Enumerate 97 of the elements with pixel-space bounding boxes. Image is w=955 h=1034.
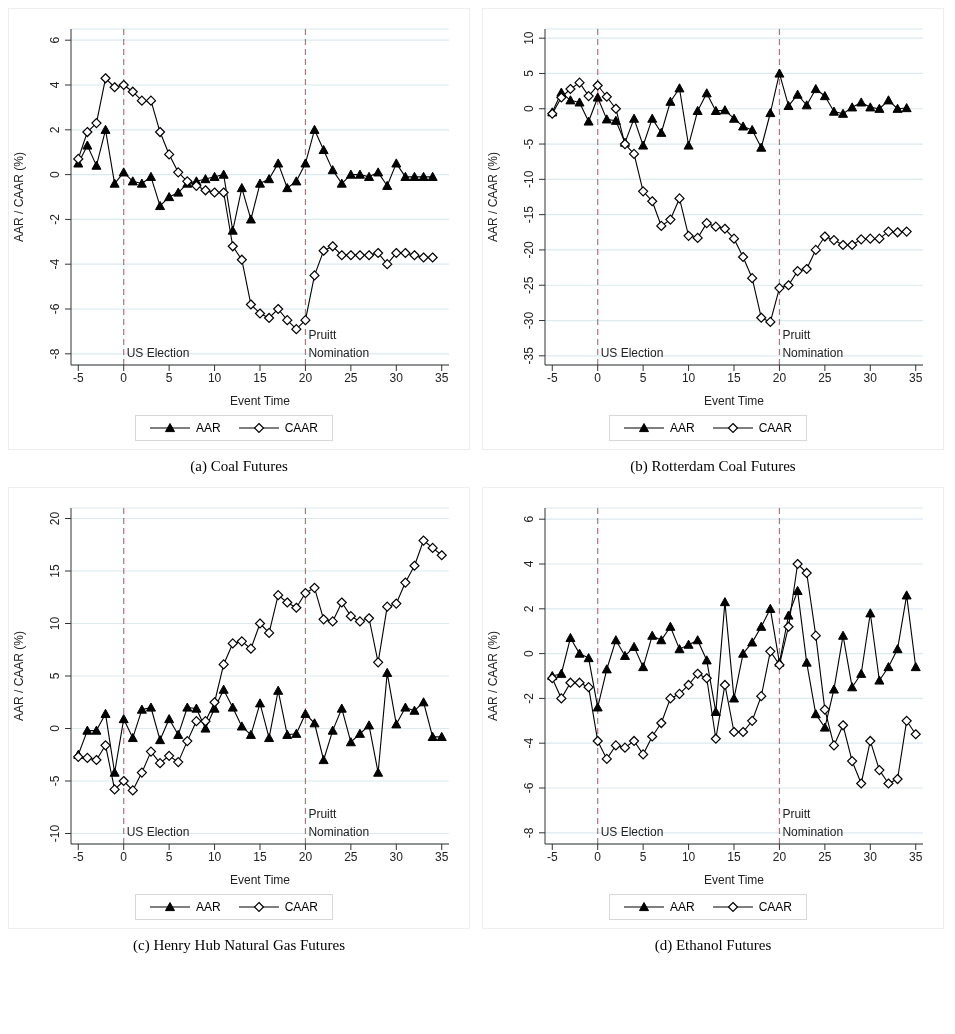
y-tick-label: -30	[522, 311, 536, 330]
y-tick-label: -4	[48, 258, 62, 270]
y-tick-label: -15	[522, 205, 536, 224]
y-tick-label: -10	[522, 170, 536, 189]
x-tick-label: 15	[727, 849, 741, 864]
y-tick-label: -25	[522, 276, 536, 294]
y-axis-title: AAR / CAAR (%)	[12, 630, 27, 722]
x-tick-label: 30	[389, 370, 404, 385]
y-axis-title: AAR / CAAR (%)	[486, 151, 501, 243]
x-tick-label: 10	[681, 370, 696, 385]
x-axis-title: Event Time	[703, 394, 765, 408]
y-tick-label: -2	[522, 692, 536, 704]
ref-line-label: US Election	[600, 346, 664, 360]
x-tick-label: -5	[546, 370, 558, 385]
y-tick-label: -5	[48, 775, 62, 787]
y-tick-label: 2	[48, 126, 62, 134]
x-tick-label: 35	[909, 370, 923, 385]
text: (a) Coal Futures	[189, 458, 289, 475]
x-tick-label: 0	[120, 849, 128, 864]
x-tick-label: 35	[435, 849, 449, 864]
x-axis-title: Event Time	[703, 873, 765, 887]
y-tick-label: 2	[522, 605, 536, 613]
y-tick-label: 4	[522, 560, 536, 568]
legend-label: AAR	[669, 900, 695, 914]
x-tick-label: 25	[818, 849, 832, 864]
y-tick-label: 0	[522, 105, 536, 113]
x-tick-label: 0	[594, 849, 602, 864]
y-tick-label: -8	[522, 827, 536, 839]
x-tick-label: 30	[863, 370, 878, 385]
legend-label: CAAR	[758, 421, 793, 435]
x-tick-label: -5	[72, 849, 84, 864]
x-tick-label: 5	[165, 370, 173, 385]
legend-label: CAAR	[284, 900, 319, 914]
x-tick-label: 10	[207, 849, 222, 864]
x-axis-title: Event Time	[229, 394, 291, 408]
x-tick-label: 25	[344, 370, 358, 385]
ref-line-label: Pruitt Nomination	[782, 328, 844, 360]
x-tick-label: 20	[298, 370, 313, 385]
y-tick-label: 0	[48, 724, 62, 732]
text: (b) Rotterdam Coal Futures	[629, 458, 797, 475]
legend-label: AAR	[195, 900, 221, 914]
y-tick-label: 0	[48, 170, 62, 178]
x-tick-label: 0	[594, 370, 602, 385]
y-tick-label: 5	[522, 69, 536, 77]
text: (c) Henry Hub Natural Gas Futures	[132, 937, 346, 954]
legend-label: AAR	[195, 421, 221, 435]
ref-line-label: US Election	[126, 825, 190, 839]
y-tick-label: -20	[522, 240, 536, 259]
x-tick-label: 15	[253, 370, 267, 385]
x-tick-label: 35	[909, 849, 923, 864]
legend-label: CAAR	[758, 900, 793, 914]
x-tick-label: 15	[253, 849, 267, 864]
x-tick-label: 25	[344, 849, 358, 864]
y-tick-label: -8	[48, 348, 62, 360]
x-tick-label: 5	[165, 849, 173, 864]
ref-line-label: Pruitt Nomination	[308, 807, 370, 839]
legend-label: AAR	[669, 421, 695, 435]
y-tick-label: 6	[522, 515, 536, 523]
ref-line-label: US Election	[126, 346, 190, 360]
x-tick-label: 20	[298, 849, 313, 864]
x-tick-label: -5	[72, 370, 84, 385]
y-tick-label: 15	[48, 564, 62, 578]
x-tick-label: -5	[546, 849, 558, 864]
y-tick-label: 10	[48, 616, 62, 631]
text: (d) Ethanol Futures	[653, 937, 773, 954]
ref-line-label: Pruitt Nomination	[308, 328, 370, 360]
x-tick-label: 30	[863, 849, 878, 864]
x-tick-label: 5	[639, 370, 647, 385]
x-axis-title: Event Time	[229, 873, 291, 887]
y-tick-label: 10	[522, 31, 536, 45]
y-tick-label: -5	[522, 138, 536, 150]
legend-label: CAAR	[284, 421, 319, 435]
x-tick-label: 0	[120, 370, 128, 385]
x-tick-label: 10	[681, 849, 696, 864]
y-axis-title: AAR / CAAR (%)	[12, 151, 27, 243]
y-tick-label: -35	[522, 346, 536, 365]
y-tick-label: -10	[48, 824, 62, 843]
y-axis-title: AAR / CAAR (%)	[486, 630, 501, 722]
x-tick-label: 10	[207, 370, 222, 385]
ref-line-label: Pruitt Nomination	[782, 807, 844, 839]
y-tick-label: -4	[522, 737, 536, 749]
y-tick-label: -6	[522, 782, 536, 794]
x-tick-label: 15	[727, 370, 741, 385]
x-tick-label: 5	[639, 849, 647, 864]
y-tick-label: 4	[48, 81, 62, 89]
y-tick-label: -2	[48, 213, 62, 225]
ref-line-label: US Election	[600, 825, 664, 839]
y-tick-label: -6	[48, 303, 62, 315]
y-tick-label: 0	[522, 649, 536, 657]
y-tick-label: 6	[48, 36, 62, 44]
x-tick-label: 20	[772, 849, 787, 864]
x-tick-label: 30	[389, 849, 404, 864]
y-tick-label: 5	[48, 672, 62, 680]
x-tick-label: 25	[818, 370, 832, 385]
x-tick-label: 35	[435, 370, 449, 385]
y-tick-label: 20	[48, 511, 62, 526]
x-tick-label: 20	[772, 370, 787, 385]
